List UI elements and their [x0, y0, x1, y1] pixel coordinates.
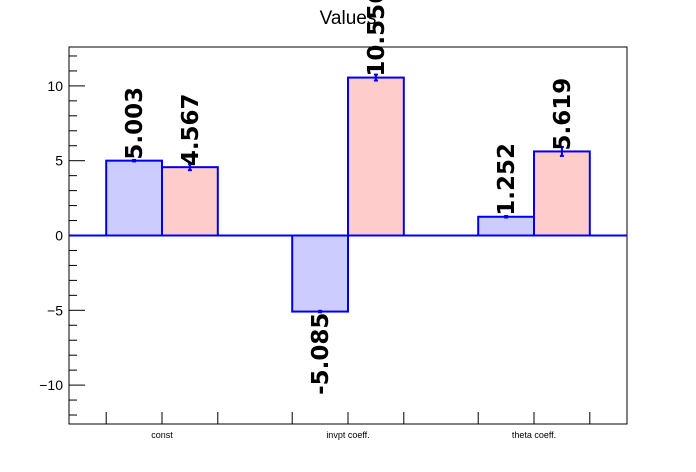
y-tick-label: 5 — [55, 153, 63, 169]
x-tick-label: invpt coeff. — [326, 430, 369, 440]
x-tick-label: theta coeff. — [512, 430, 556, 440]
data-label: -5.085 — [308, 313, 334, 395]
y-tick-label: 0 — [55, 228, 63, 244]
data-label: 5.619 — [550, 78, 576, 151]
chart-title: Values — [320, 8, 377, 29]
bar — [477, 215, 536, 237]
bar — [533, 150, 591, 237]
data-label: 5.003 — [122, 87, 148, 160]
data-label: 1.252 — [494, 143, 520, 216]
y-tick-label: −10 — [39, 377, 63, 393]
y-tick-label: −5 — [47, 302, 63, 318]
bars — [105, 73, 591, 314]
bar — [291, 234, 350, 313]
bar — [347, 76, 405, 237]
y-tick-label: 10 — [47, 78, 63, 94]
data-labels: 5.003 -5.085 1.252 4.567 10.556 5.619 — [122, 0, 576, 395]
x-tick-label: const — [151, 430, 173, 440]
x-axis: const invpt coeff. theta coeff. — [105, 412, 591, 440]
bar — [161, 166, 219, 237]
data-label: 4.567 — [178, 93, 204, 166]
bar — [105, 159, 163, 237]
data-label: 10.556 — [364, 0, 390, 77]
